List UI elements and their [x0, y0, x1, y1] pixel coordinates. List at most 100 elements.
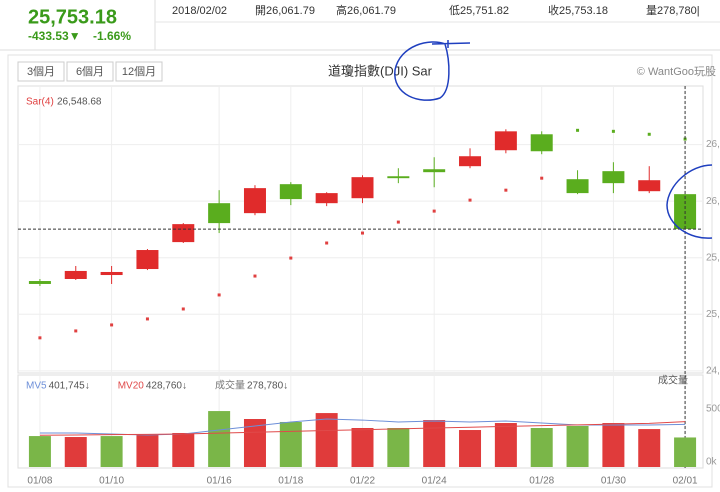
- tab-label[interactable]: 12個月: [122, 65, 156, 78]
- legend-value: 26,548.68: [57, 97, 102, 108]
- legend-value: 401,745↓: [49, 381, 90, 392]
- ma-line: [39, 421, 686, 436]
- candle-body: [423, 169, 446, 173]
- legend-label: 成交量: [215, 379, 245, 392]
- sar-dot: [110, 323, 114, 327]
- quote-open: 開26,061.79: [255, 4, 315, 17]
- candle-body: [315, 193, 338, 204]
- candle-body: [208, 203, 231, 224]
- sar-dot: [325, 241, 329, 245]
- sar-dot: [181, 307, 185, 311]
- x-tick-label: 01/24: [422, 476, 447, 487]
- candle-body: [136, 250, 159, 270]
- y-tick-label: 24,500: [706, 366, 720, 377]
- y-tick-label: 0k: [706, 457, 718, 468]
- quote-date: 2018/02/02: [172, 5, 227, 17]
- x-tick-label: 01/22: [350, 476, 375, 487]
- candle-body: [566, 179, 589, 194]
- quote-low: 低25,751.82: [449, 4, 509, 17]
- legend-value: 428,760↓: [146, 381, 187, 392]
- sar-dot: [38, 336, 42, 340]
- candle-body: [279, 184, 302, 200]
- sar-dot: [432, 209, 436, 213]
- volume-bar: [387, 428, 410, 467]
- candle-body: [243, 188, 266, 214]
- y-tick-label: 25,000: [706, 309, 720, 320]
- x-tick-label: 01/28: [529, 476, 554, 487]
- credit: © WantGoo玩股: [637, 65, 716, 78]
- volume-bar: [459, 430, 482, 467]
- sar-dot: [683, 137, 687, 141]
- sar-dot: [611, 129, 615, 133]
- volume-bar: [566, 425, 589, 467]
- sar-dot: [396, 220, 400, 224]
- candle-body: [459, 156, 482, 167]
- volume-bar: [136, 435, 159, 467]
- volume-panel: [17, 374, 704, 469]
- chart-title: 道瓊指數(DJI) Sar: [328, 63, 433, 78]
- legend-label: MV20: [118, 381, 145, 392]
- candle-body: [602, 171, 625, 184]
- volume-bar: [208, 411, 231, 467]
- volume-bar: [530, 428, 553, 467]
- volume-bar: [638, 429, 661, 467]
- volume-bar: [423, 420, 446, 467]
- x-tick-label: 01/10: [99, 476, 124, 487]
- candle-body: [638, 180, 661, 192]
- sar-dot: [145, 317, 149, 321]
- x-tick-label: 01/30: [601, 476, 626, 487]
- sar-dot: [74, 329, 78, 333]
- y-tick-label: 26,000: [706, 196, 720, 207]
- legend-value: 278,780↓: [247, 381, 288, 392]
- quote-close: 收25,753.18: [548, 3, 608, 17]
- tab-button[interactable]: [17, 61, 65, 82]
- sar-dot: [576, 128, 580, 132]
- volume-bar: [64, 437, 87, 467]
- legend-label: Sar(4): [26, 97, 54, 108]
- candle-body: [387, 176, 410, 179]
- sar-dot: [253, 274, 257, 278]
- quote-volume: 量278,780|: [646, 4, 700, 17]
- sar-dot: [647, 132, 651, 136]
- change: -433.53▼: [28, 29, 81, 43]
- y-tick-label: 26,500: [706, 139, 720, 150]
- tab-label[interactable]: 3個月: [27, 65, 55, 78]
- tab-label[interactable]: 6個月: [76, 65, 104, 78]
- volume-bar: [494, 423, 517, 467]
- candle-body: [172, 224, 195, 243]
- sar-dot: [468, 198, 472, 202]
- sar-dot: [289, 256, 293, 260]
- volume-bar: [315, 413, 338, 467]
- x-tick-label: 01/18: [278, 476, 303, 487]
- candle-body: [530, 134, 553, 152]
- sar-dot: [217, 293, 221, 297]
- plot: 24,500 25,000 25,500 26,000 26,500 0k 500k 01/0…: [18, 86, 720, 487]
- tab-button[interactable]: [115, 61, 163, 82]
- candle-body: [351, 177, 374, 199]
- sar-dot: [540, 176, 544, 180]
- volume-bar: [28, 436, 51, 467]
- volume-bar: [243, 419, 266, 467]
- x-tick-label: 01/16: [207, 476, 232, 487]
- quote-high: 高26,061.79: [336, 3, 396, 17]
- volume-bar: [279, 421, 302, 467]
- volume-bar: [674, 437, 697, 467]
- sar-dot: [361, 231, 364, 235]
- y-tick-label: 500k: [706, 404, 720, 415]
- candle-body: [494, 131, 517, 151]
- volume-bar: [172, 432, 195, 467]
- candle-body: [64, 270, 87, 279]
- y-tick-label: 25,500: [706, 252, 720, 263]
- volume-bar: [351, 428, 374, 467]
- volume-bar: [602, 423, 625, 467]
- volume-bar: [100, 436, 123, 467]
- chart-frame: [7, 54, 713, 488]
- candle-body: [100, 271, 123, 276]
- tab-button[interactable]: [66, 61, 114, 82]
- x-tick-label: 01/08: [27, 476, 52, 487]
- legend-label: MV5: [26, 381, 47, 392]
- price: 25,753.18: [28, 6, 117, 28]
- annotation-circle: [666, 164, 713, 239]
